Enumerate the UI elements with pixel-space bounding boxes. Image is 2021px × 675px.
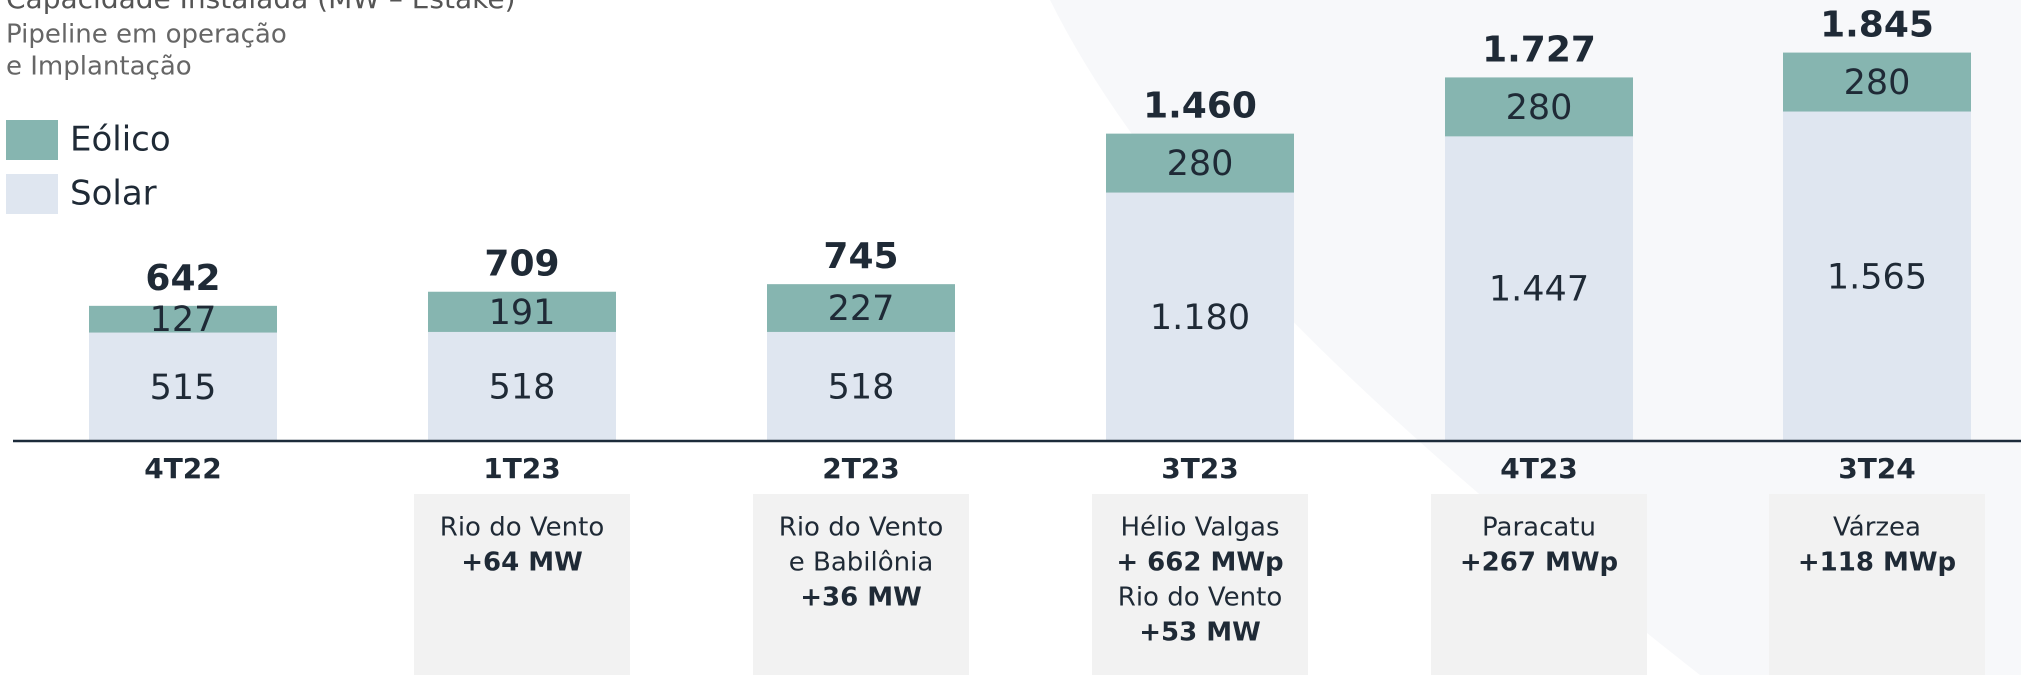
value-label: 127 <box>150 300 217 340</box>
bar-segment <box>1445 136 1633 442</box>
x-tick-label: 4T22 <box>144 452 222 485</box>
total-label: 1.845 <box>1820 5 1934 46</box>
value-label: 280 <box>1167 144 1234 184</box>
bar-segment <box>89 305 277 333</box>
x-tick-label: 1T23 <box>483 452 561 485</box>
annotation-box <box>414 494 630 675</box>
value-label: 280 <box>1506 88 1573 128</box>
annotation-text: Rio do Vento <box>1118 583 1282 613</box>
total-label: 745 <box>823 236 898 277</box>
x-tick-label: 3T23 <box>1161 452 1239 485</box>
value-label: 1.447 <box>1489 270 1589 310</box>
x-tick-label: 2T23 <box>822 452 900 485</box>
value-label: 227 <box>828 289 895 329</box>
subtitle: e Implantação <box>6 52 192 82</box>
annotation-text: +53 MW <box>1139 618 1261 648</box>
annotation-text: Rio do Vento <box>779 513 943 543</box>
annotation-text: +64 MW <box>461 548 583 578</box>
x-tick-label: 3T24 <box>1838 452 1916 485</box>
total-label: 709 <box>484 244 559 285</box>
annotation-box <box>753 494 969 675</box>
annotation-text: e Babilônia <box>789 548 934 578</box>
legend-swatch <box>6 120 58 160</box>
bar-segment <box>428 291 616 332</box>
legend-swatch <box>6 174 58 214</box>
annotation-box <box>1769 494 1985 675</box>
total-label: 1.727 <box>1482 29 1596 70</box>
bar-segment <box>1106 133 1294 193</box>
bar-segment <box>1783 111 1971 442</box>
annotation-text: +267 MWp <box>1460 548 1618 578</box>
total-label: 642 <box>145 258 220 299</box>
value-label: 280 <box>1844 63 1911 103</box>
value-label: 515 <box>150 368 217 408</box>
annotation-text: +118 MWp <box>1798 548 1956 578</box>
subtitle: Pipeline em operação <box>6 20 287 50</box>
annotation-text: Paracatu <box>1482 513 1596 543</box>
bar-segment <box>428 331 616 441</box>
legend-label: Solar <box>70 174 157 214</box>
chart-title: Capacidade Instalada (MW – Estake) <box>6 0 516 15</box>
value-label: 1.180 <box>1150 298 1250 338</box>
value-label: 1.565 <box>1827 257 1927 297</box>
bar-segment <box>767 331 955 441</box>
annotation-text: Várzea <box>1833 513 1921 543</box>
x-tick-label: 4T23 <box>1500 452 1578 485</box>
total-label: 1.460 <box>1143 86 1257 127</box>
value-label: 518 <box>489 367 556 407</box>
annotation-box <box>1431 494 1647 675</box>
value-label: 518 <box>828 367 895 407</box>
annotation-box <box>1092 494 1308 675</box>
annotation-text: Rio do Vento <box>440 513 604 543</box>
legend-label: Eólico <box>70 120 171 160</box>
value-label: 191 <box>489 293 556 333</box>
bar-segment <box>767 284 955 332</box>
annotation-text: Hélio Valgas <box>1120 513 1279 543</box>
annotation-text: + 662 MWp <box>1116 548 1283 578</box>
bar-segment <box>89 332 277 441</box>
annotation-text: +36 MW <box>800 583 922 613</box>
bar-segment <box>1106 192 1294 441</box>
bar-segment <box>1783 52 1971 112</box>
bar-segment <box>1445 77 1633 137</box>
